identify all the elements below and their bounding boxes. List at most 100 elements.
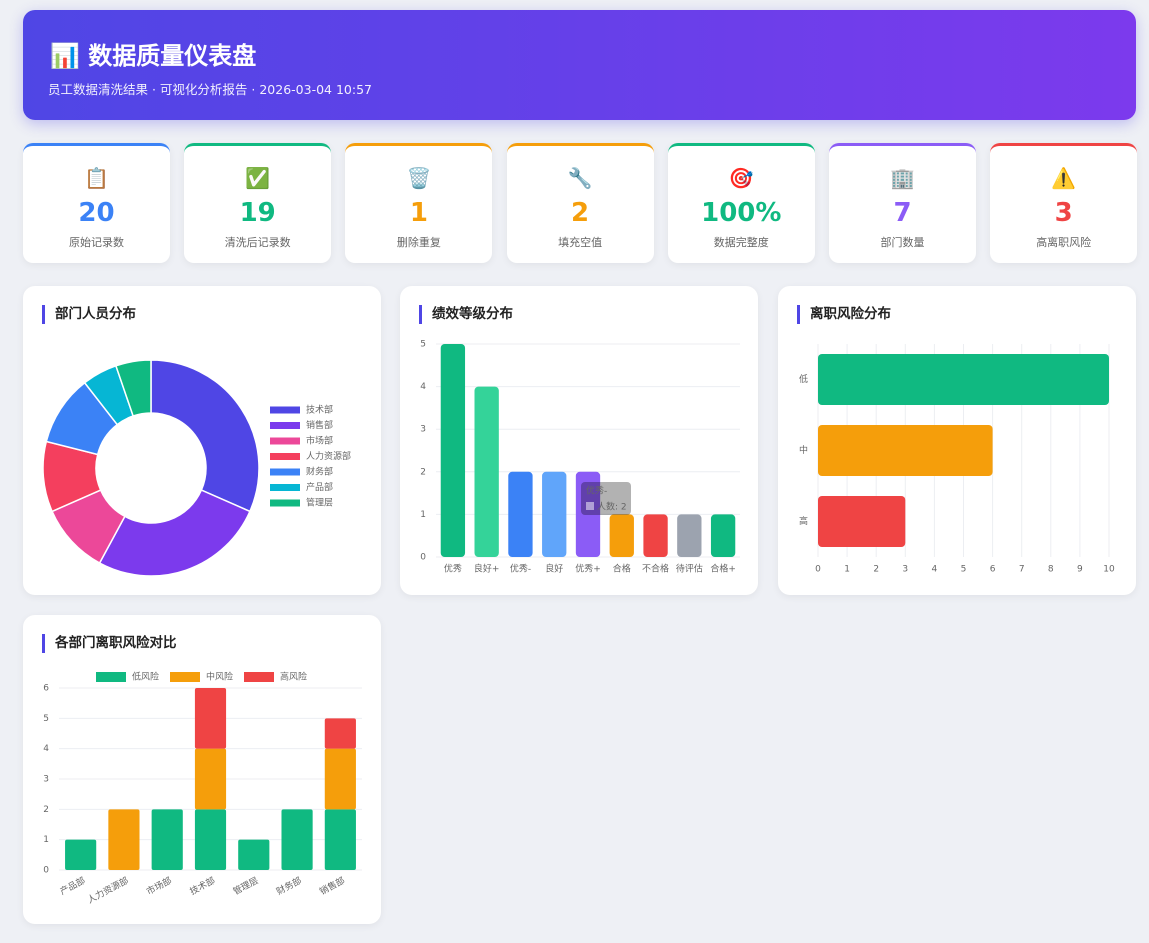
bar	[609, 514, 634, 557]
stat-value: 2	[571, 198, 590, 228]
stat-icon: 🔧	[567, 166, 593, 190]
y-tick-label: 1	[420, 510, 426, 520]
x-tick-label: 待评估	[676, 563, 703, 575]
bar-segment	[194, 748, 227, 810]
x-tick-label: 7	[1019, 565, 1025, 575]
y-tick-label: 中	[799, 444, 808, 456]
stat-icon: 🎯	[728, 166, 754, 190]
chart-title: 部门人员分布	[42, 305, 136, 324]
stat-icon: ⚠️	[1051, 166, 1077, 190]
y-tick-label: 0	[43, 866, 49, 876]
legend-label: 市场部	[306, 435, 333, 447]
stat-label: 高离职风险	[1036, 236, 1092, 249]
y-tick-label: 5	[420, 340, 426, 350]
header-icon: 📊	[50, 42, 80, 70]
title: 数据质量仪表盘	[88, 42, 257, 70]
legend-label: 高风险	[280, 671, 307, 683]
pie-slice	[98, 489, 251, 577]
stat-label: 原始记录数	[69, 236, 124, 249]
x-tick-label: 优秀+	[575, 563, 601, 575]
stat-label: 删除重复	[396, 236, 441, 249]
stat-card: 🔧 2 填充空值	[506, 143, 654, 263]
y-tick-label: 6	[43, 684, 49, 694]
bar	[508, 471, 533, 557]
x-tick-label: 市场部	[144, 874, 173, 897]
bar-segment	[108, 809, 140, 870]
stat-icon: 🏢	[890, 166, 915, 190]
x-tick-label: 产品部	[58, 874, 87, 897]
chart-title: 各部门离职风险对比	[42, 634, 177, 653]
chart: 0 1 2 3 4 5 6 7 8 9 10 低中高	[799, 344, 1115, 575]
x-tick-label: 财务部	[274, 874, 303, 897]
y-tick-label: 5	[43, 714, 49, 724]
legend-label: 销售部	[306, 419, 333, 431]
y-tick-label: 0	[420, 553, 426, 563]
bar-segment	[324, 718, 356, 749]
x-tick-label: 5	[961, 565, 967, 575]
y-tick-label: 4	[420, 382, 426, 392]
legend-label: 产品部	[306, 481, 333, 493]
stat-label: 清洗后记录数	[224, 236, 291, 249]
stat-value: 19	[239, 198, 276, 228]
legend-label: 管理层	[306, 497, 333, 509]
legend-label: 技术部	[306, 404, 333, 416]
stat-card: 📋 20 原始记录数	[23, 143, 170, 263]
x-tick-label: 1	[844, 565, 850, 575]
tooltip-title: 优秀-	[586, 485, 607, 497]
bar-segment	[324, 809, 356, 870]
legend-label: 低风险	[132, 671, 159, 683]
stat-icon: 📋	[84, 166, 109, 190]
stat-icon: 🗑️	[406, 166, 432, 190]
y-tick-label: 2	[43, 805, 49, 815]
x-tick-label: 0	[815, 565, 821, 575]
legend-swatch	[270, 468, 300, 476]
legend-label: 人力资源部	[306, 450, 351, 462]
y-tick-label: 1	[43, 835, 49, 845]
pie-slice	[114, 359, 152, 417]
bar	[677, 514, 702, 557]
legend-swatch	[96, 672, 126, 682]
legend-label: 中风险	[206, 671, 233, 683]
chart: 0 1 2 3 4 5 优秀 良好+ 优秀- 良好 优秀+ 合格 不合格 待评估 合格+ 优秀- 人数: 2	[420, 340, 740, 575]
stat-card: 🏢 7 部门数量	[829, 143, 976, 263]
bar-segment	[281, 809, 313, 870]
tooltip-swatch	[586, 502, 594, 510]
x-tick-label: 3	[902, 565, 908, 575]
x-tick-label: 人力资源部	[85, 874, 130, 906]
y-tick-label: 低	[799, 373, 808, 385]
stat-value: 1	[409, 198, 428, 228]
bar	[643, 514, 668, 557]
stat-value: 20	[78, 198, 115, 228]
bar	[818, 424, 993, 477]
x-tick-label: 6	[990, 565, 996, 575]
stat-card: ⚠️ 3 高离职风险	[990, 143, 1138, 263]
stat-value: 3	[1054, 198, 1073, 228]
header-title: 📊 数据质量仪表盘	[50, 36, 256, 71]
chart-card: 绩效等级分布 0 1 2 3 4 5 优秀 良好+ 优秀- 良好 优秀+ 合格 不合格 待评估 合格+ 优秀- 人…	[400, 286, 758, 595]
y-tick-label: 3	[43, 775, 49, 785]
x-tick-label: 4	[932, 565, 938, 575]
bar-segment	[65, 839, 97, 870]
stat-card: 🎯 100% 数据完整度	[667, 143, 815, 263]
stat-label: 部门数量	[880, 236, 925, 249]
bar-segment	[238, 839, 270, 870]
chart-title: 绩效等级分布	[419, 305, 513, 324]
tooltip-text: 人数: 2	[597, 501, 627, 513]
stat-value: 7	[893, 198, 912, 228]
stat-label: 填充空值	[558, 236, 603, 249]
legend-swatch	[270, 406, 300, 414]
x-tick-label: 良好	[545, 563, 563, 575]
legend-swatch	[270, 453, 300, 460]
x-tick-label: 不合格	[642, 563, 669, 575]
stat-label: 数据完整度	[713, 236, 769, 249]
y-tick-label: 2	[420, 467, 426, 477]
legend-swatch	[170, 672, 200, 682]
tooltip: 优秀- 人数: 2	[581, 482, 631, 515]
legend-label: 财务部	[306, 466, 333, 478]
chart-card: 部门人员分布技术部销售部市场部人力资源部财务部产品部管理层	[23, 286, 381, 595]
bar	[818, 353, 1109, 406]
x-tick-label: 管理层	[231, 874, 260, 897]
legend-swatch	[270, 499, 300, 507]
